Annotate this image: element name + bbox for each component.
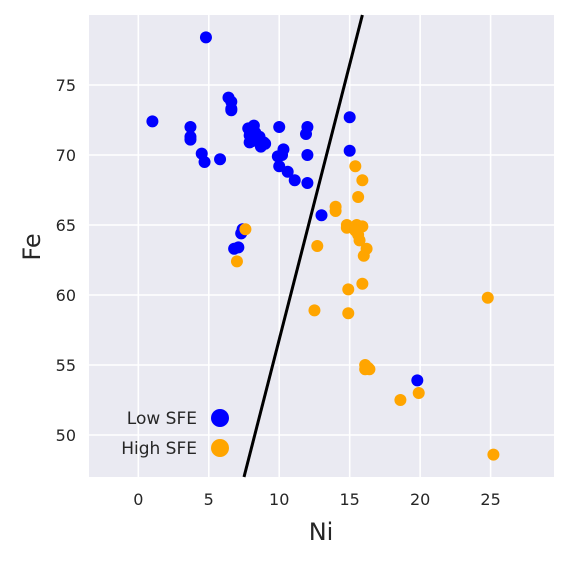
y-tick-label: 70 bbox=[56, 146, 76, 165]
data-point bbox=[198, 156, 211, 168]
data-point bbox=[230, 255, 243, 268]
separator-line bbox=[242, 14, 364, 478]
data-point bbox=[412, 387, 425, 399]
data-point bbox=[352, 191, 365, 203]
data-point bbox=[232, 241, 245, 254]
legend-marker bbox=[211, 409, 229, 427]
separator-lines bbox=[242, 14, 364, 478]
data-point bbox=[214, 153, 227, 166]
y-tick-label: 75 bbox=[56, 76, 76, 95]
data-point bbox=[301, 149, 314, 161]
data-point bbox=[343, 144, 356, 157]
x-tick-label: 10 bbox=[269, 490, 289, 509]
series-high-sfe bbox=[230, 160, 500, 461]
x-tick-label: 0 bbox=[133, 490, 143, 509]
x-tick-labels: 0 5 10 15 20 25 bbox=[133, 490, 501, 509]
data-point bbox=[225, 104, 238, 117]
x-tick-label: 5 bbox=[204, 490, 214, 509]
legend-label: Low SFE bbox=[127, 409, 197, 429]
data-point bbox=[342, 307, 355, 320]
y-axis-title: Fe bbox=[18, 233, 46, 260]
data-point bbox=[329, 205, 342, 217]
legend-label: High SFE bbox=[121, 439, 197, 459]
data-point bbox=[146, 115, 159, 128]
y-tick-label: 65 bbox=[56, 216, 76, 235]
data-point bbox=[315, 209, 328, 222]
data-point bbox=[349, 160, 362, 173]
data-point bbox=[353, 234, 366, 247]
series-low-sfe bbox=[146, 31, 424, 387]
y-tick-labels: 50 55 60 65 70 75 bbox=[56, 76, 76, 445]
x-tick-label: 20 bbox=[410, 490, 430, 509]
legend: Low SFE High SFE bbox=[121, 409, 229, 459]
data-point bbox=[311, 240, 324, 252]
y-tick-label: 55 bbox=[56, 356, 76, 375]
data-point bbox=[184, 121, 197, 133]
x-tick-label: 25 bbox=[480, 490, 500, 509]
grid-lines bbox=[89, 15, 554, 477]
data-point bbox=[342, 283, 355, 296]
y-tick-label: 60 bbox=[56, 286, 76, 305]
data-point bbox=[357, 249, 370, 262]
data-point bbox=[487, 448, 500, 461]
data-point bbox=[246, 135, 259, 147]
data-point bbox=[356, 277, 369, 290]
data-point bbox=[363, 363, 376, 376]
data-point bbox=[394, 394, 407, 406]
data-point bbox=[308, 304, 321, 317]
data-point bbox=[281, 165, 294, 178]
data-point bbox=[356, 174, 369, 187]
x-axis-title: Ni bbox=[309, 518, 334, 546]
data-point bbox=[301, 177, 314, 189]
data-point bbox=[271, 150, 284, 163]
data-point bbox=[239, 223, 252, 236]
data-point bbox=[273, 121, 286, 133]
data-point bbox=[199, 31, 212, 44]
data-point bbox=[343, 111, 356, 124]
data-point bbox=[481, 291, 494, 304]
x-tick-label: 15 bbox=[340, 490, 360, 509]
y-tick-label: 50 bbox=[56, 426, 76, 445]
data-point bbox=[259, 137, 272, 150]
data-point bbox=[411, 374, 424, 387]
data-point bbox=[300, 128, 312, 140]
legend-marker bbox=[211, 439, 229, 457]
data-point bbox=[273, 160, 286, 173]
data-points bbox=[146, 31, 500, 461]
data-point bbox=[184, 133, 197, 146]
data-point bbox=[288, 174, 301, 187]
